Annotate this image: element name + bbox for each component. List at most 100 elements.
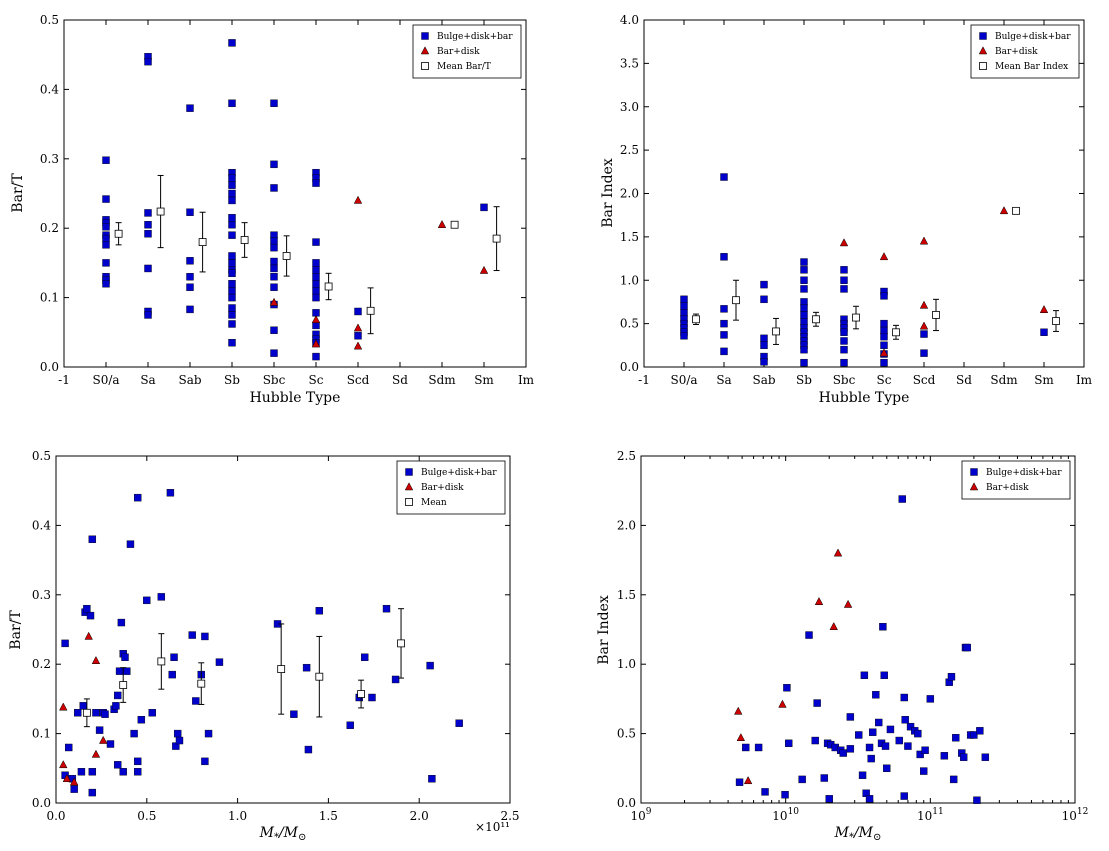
legend-box	[961, 460, 1071, 500]
bulge-disk-bar-point	[428, 775, 436, 783]
bulge-disk-bar-point	[346, 721, 354, 729]
bulge-disk-bar-point	[886, 725, 895, 734]
bulge-disk-bar-point	[720, 305, 728, 313]
panel-top-right: -1 S0/a Sa Sab Sb Sbc Sc Scd Sd Sdm Sm Im 0.0 0.5 1.0 1…	[600, 13, 1093, 406]
bar-disk-point	[353, 195, 363, 204]
bulge-disk-bar-point	[312, 238, 320, 246]
y-tick-label: 0.0	[620, 360, 639, 374]
bulge-disk-bar-point	[115, 667, 124, 675]
bulge-disk-bar-point	[102, 223, 110, 231]
bulge-disk-bar-point	[900, 693, 908, 702]
bulge-disk-bar-point	[102, 156, 110, 164]
bulge-disk-bar-point	[88, 768, 97, 776]
bar-disk-point	[69, 777, 79, 786]
bar-disk-point	[353, 323, 363, 332]
bulge-disk-bar-point	[368, 693, 376, 702]
x-tick-label: -1	[58, 373, 70, 387]
mean-point	[1012, 206, 1020, 215]
bulge-disk-bar-point	[811, 736, 819, 745]
bulge-disk-bar-point	[228, 196, 236, 205]
bulge-disk-bar-point	[270, 160, 278, 169]
bulge-disk-bar-point	[825, 795, 833, 803]
bulge-disk-bar-point	[312, 280, 320, 288]
y-tick-label: 0.3	[40, 152, 59, 166]
bulge-disk-bar-point	[959, 753, 968, 761]
bulge-disk-bar-point	[895, 736, 903, 745]
legend-entry: Mean	[421, 498, 447, 508]
bulge-disk-bar-point	[973, 796, 981, 804]
bulge-disk-bar-point	[61, 639, 69, 648]
bulge-disk-bar-point	[840, 328, 848, 336]
bulge-disk-bar-point	[186, 104, 194, 112]
bulge-disk-bar-point	[88, 535, 97, 543]
x-multiplier: ×10¹¹	[475, 820, 510, 834]
bulge-disk-bar-point	[228, 339, 236, 347]
legend-marker	[979, 62, 987, 70]
x-tick-label: 1.5	[319, 809, 338, 823]
bulge-disk-bar-point	[900, 792, 908, 800]
bulge-disk-bar-point	[88, 788, 97, 797]
bulge-disk-bar-point	[101, 710, 109, 718]
bulge-disk-bar-point	[74, 709, 82, 717]
legend-marker	[404, 482, 414, 491]
x-tick-label: Sbc	[263, 373, 286, 387]
bulge-disk-bar-point	[840, 358, 848, 367]
mean-point	[114, 229, 123, 238]
bulge-disk-bar-point	[186, 208, 194, 216]
bulge-disk-bar-point	[976, 727, 984, 735]
y-axis-label: Bar/T	[8, 610, 24, 650]
bulge-disk-bar-point	[270, 273, 278, 281]
bulge-disk-bar-point	[117, 618, 126, 627]
y-tick-label: 2.0	[617, 518, 636, 532]
legend-box	[396, 460, 506, 515]
bar-disk-point	[437, 219, 447, 228]
legend-entry: Mean Bar Index	[995, 62, 1068, 72]
bulge-disk-bar-point	[840, 276, 848, 284]
bulge-disk-bar-point	[880, 358, 888, 367]
bulge-disk-bar-point	[760, 341, 768, 350]
bulge-disk-bar-point	[148, 709, 156, 717]
x-tick-label: Sd	[392, 373, 408, 387]
bulge-disk-bar-point	[228, 293, 236, 302]
bar-disk-point	[919, 236, 929, 245]
bulge-disk-bar-point	[201, 757, 209, 766]
legend-entry: Bulge+disk+bar	[986, 468, 1062, 478]
bulge-disk-bar-point	[800, 285, 808, 293]
x-tick-label: 1011	[917, 807, 944, 823]
bulge-disk-bar-point	[680, 302, 688, 310]
bulge-disk-bar-point	[102, 280, 110, 288]
bulge-disk-bar-point	[143, 596, 151, 605]
bar-disk-point	[734, 706, 743, 715]
bulge-disk-bar-point	[270, 326, 278, 334]
bulge-disk-bar-point	[228, 189, 236, 198]
bulge-disk-bar-point	[760, 295, 768, 304]
bulge-disk-bar-point	[144, 264, 152, 273]
bulge-disk-bar-point	[813, 699, 821, 707]
bar-disk-point	[479, 265, 489, 274]
bulge-disk-bar-point	[680, 332, 688, 340]
bulge-disk-bar-point	[904, 742, 912, 750]
bulge-disk-bar-point	[312, 259, 320, 267]
bulge-disk-bar-point	[114, 761, 122, 769]
bulge-disk-bar-point	[228, 214, 236, 222]
bulge-disk-bar-point	[879, 623, 887, 631]
mean-point	[450, 220, 459, 229]
bar-disk-point	[59, 702, 68, 711]
mean-point	[1052, 317, 1060, 325]
bulge-disk-bar-point	[354, 332, 362, 340]
bulge-disk-bar-point	[270, 257, 278, 266]
x-tick-label: Sdm	[990, 373, 1018, 387]
mean-point	[492, 234, 501, 243]
mean-point	[324, 282, 333, 291]
bulge-disk-bar-point	[102, 241, 110, 249]
bulge-disk-bar-point	[270, 283, 278, 291]
x-tick-label: Sm	[1034, 373, 1054, 387]
bulge-disk-bar-point	[121, 653, 129, 661]
bulge-disk-bar-point	[137, 716, 146, 724]
mean-point	[282, 252, 291, 260]
bulge-disk-bar-point	[800, 266, 808, 274]
bulge-disk-bar-point	[290, 710, 298, 718]
legend: Bulge+disk+bar Bar+disk Mean Bar/T	[412, 24, 522, 79]
bulge-disk-bar-point	[920, 349, 928, 357]
bulge-disk-bar-point	[228, 99, 236, 107]
